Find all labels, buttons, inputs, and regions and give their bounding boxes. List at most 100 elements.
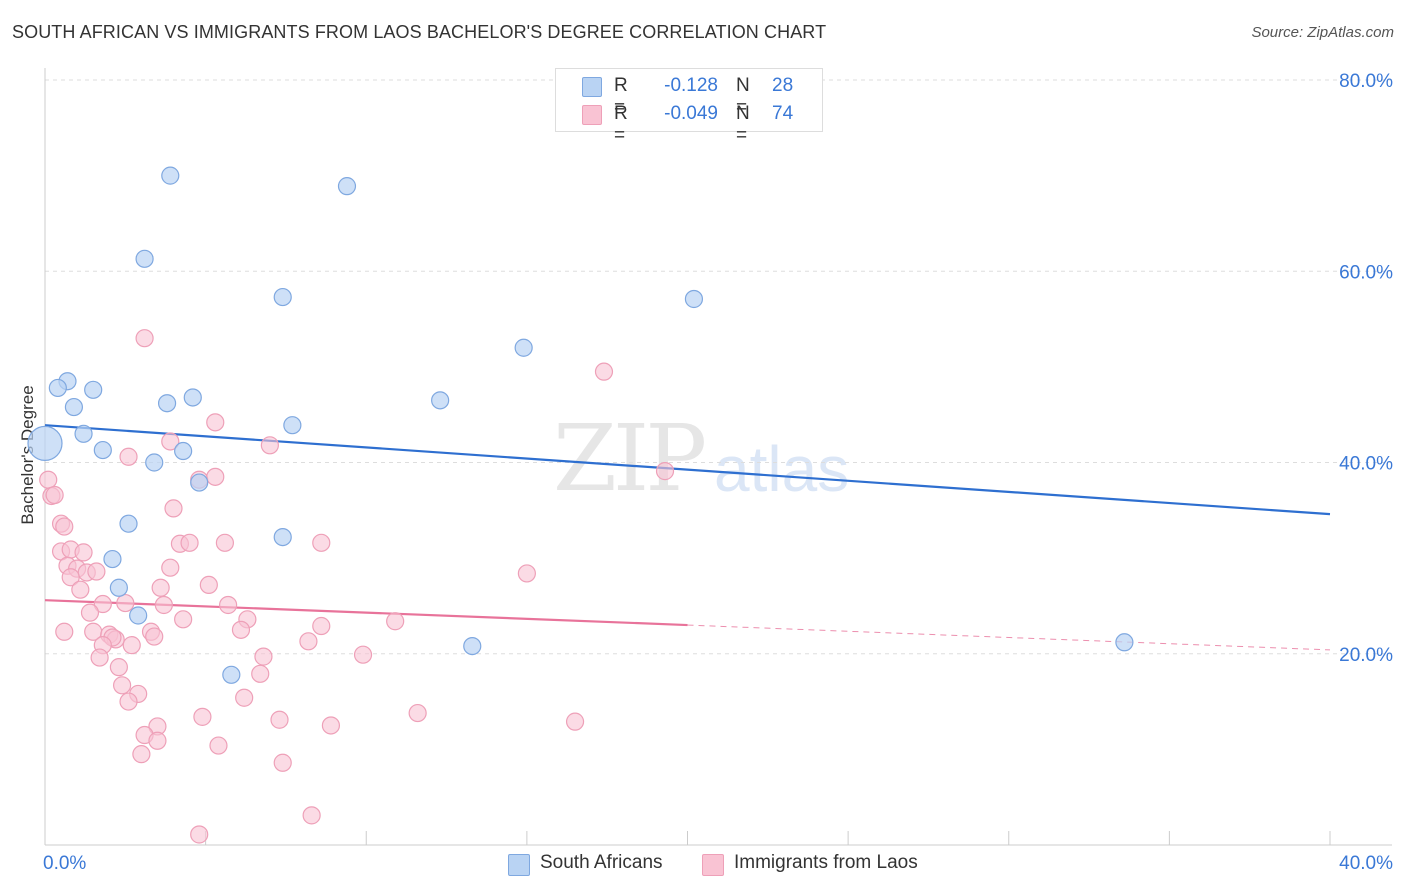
legend-label: South Africans bbox=[540, 852, 663, 873]
point-laos bbox=[251, 664, 270, 683]
stats-box: R = -0.128 N = 28 R = -0.049 N = 74 bbox=[555, 68, 823, 146]
point-laos bbox=[55, 517, 74, 536]
n-value: 74 bbox=[772, 103, 794, 124]
x-tick-label: 0.0% bbox=[43, 853, 86, 874]
point-laos bbox=[517, 564, 536, 583]
point-laos bbox=[299, 632, 318, 651]
point-laos bbox=[174, 610, 193, 629]
data-points bbox=[27, 166, 1134, 844]
point-laos bbox=[312, 616, 331, 636]
point-laos bbox=[61, 568, 80, 587]
point-laos bbox=[353, 645, 373, 664]
point-laos bbox=[93, 594, 112, 614]
point-laos bbox=[219, 595, 238, 615]
point-laos bbox=[154, 595, 173, 615]
point-laos bbox=[45, 485, 64, 505]
point-south-africans bbox=[190, 473, 209, 492]
point-laos bbox=[180, 533, 199, 552]
blue-swatch bbox=[582, 77, 602, 97]
point-laos bbox=[190, 825, 209, 844]
point-laos bbox=[199, 575, 218, 595]
point-south-africans bbox=[157, 394, 177, 413]
point-laos bbox=[71, 580, 90, 599]
source-label: Source: ZipAtlas.com bbox=[1251, 24, 1394, 41]
point-south-africans bbox=[103, 549, 122, 569]
point-laos bbox=[231, 620, 251, 639]
tick-labels: 20.0% 40.0% 60.0% 80.0% 0.0% 40.0% bbox=[43, 71, 1393, 874]
point-laos bbox=[206, 413, 225, 432]
watermark-zip: ZIP bbox=[553, 405, 707, 512]
point-laos bbox=[112, 676, 132, 695]
point-laos bbox=[74, 543, 93, 562]
point-laos bbox=[119, 447, 138, 466]
point-south-africans bbox=[161, 166, 180, 185]
point-south-africans bbox=[64, 397, 84, 417]
point-laos bbox=[302, 806, 321, 825]
point-south-africans bbox=[109, 578, 128, 597]
point-laos bbox=[116, 593, 135, 613]
y-tick-label: 80.0% bbox=[1339, 71, 1393, 92]
point-laos bbox=[254, 647, 273, 666]
point-south-africans bbox=[273, 527, 292, 547]
r-value: -0.128 bbox=[664, 75, 718, 96]
point-south-africans bbox=[337, 177, 357, 196]
point-laos bbox=[386, 612, 405, 631]
point-south-africans bbox=[84, 380, 103, 399]
point-laos bbox=[312, 533, 331, 552]
y-tick-label: 20.0% bbox=[1339, 645, 1393, 666]
x-tick-label: 40.0% bbox=[1339, 853, 1393, 874]
point-laos bbox=[80, 603, 100, 622]
point-laos bbox=[260, 436, 279, 455]
trend-line-south-africans bbox=[44, 424, 1331, 516]
trend-line-laos bbox=[44, 599, 688, 627]
point-laos bbox=[209, 736, 228, 755]
n-label: N = bbox=[736, 103, 750, 146]
trend-lines bbox=[44, 424, 1331, 651]
point-laos bbox=[206, 467, 225, 486]
trend-line-laos-extension bbox=[687, 624, 1331, 651]
point-south-africans bbox=[684, 289, 704, 309]
point-laos bbox=[273, 753, 292, 772]
point-laos bbox=[408, 703, 427, 723]
point-laos bbox=[235, 688, 254, 707]
point-south-africans bbox=[183, 388, 202, 407]
point-south-africans bbox=[145, 453, 164, 472]
point-laos bbox=[193, 707, 212, 726]
point-south-africans bbox=[74, 424, 93, 443]
r-value: -0.049 bbox=[664, 103, 718, 124]
point-laos bbox=[151, 578, 170, 597]
point-south-africans bbox=[514, 338, 533, 357]
point-laos bbox=[135, 329, 154, 348]
n-label: N = bbox=[736, 75, 750, 118]
point-laos bbox=[145, 627, 164, 646]
point-laos bbox=[109, 658, 128, 677]
point-south-africans bbox=[273, 287, 292, 307]
point-south-africans bbox=[463, 636, 482, 656]
y-tick-label: 40.0% bbox=[1339, 454, 1393, 475]
legend-label: Immigrants from Laos bbox=[734, 852, 918, 873]
point-laos bbox=[122, 636, 141, 655]
chart-title: SOUTH AFRICAN VS IMMIGRANTS FROM LAOS BA… bbox=[12, 22, 827, 42]
point-laos bbox=[215, 533, 234, 552]
gridlines bbox=[45, 79, 1392, 655]
point-south-africans bbox=[431, 391, 450, 410]
point-laos bbox=[87, 562, 106, 581]
point-laos bbox=[161, 558, 180, 577]
blue-swatch bbox=[508, 854, 530, 876]
pink-swatch bbox=[582, 105, 602, 125]
point-south-africans bbox=[222, 665, 241, 684]
y-tick-label: 60.0% bbox=[1339, 262, 1393, 283]
point-laos bbox=[270, 710, 289, 729]
point-south-africans bbox=[27, 425, 63, 461]
r-label: R = bbox=[614, 103, 628, 146]
point-laos bbox=[655, 462, 675, 481]
point-laos bbox=[132, 745, 151, 764]
point-laos bbox=[164, 499, 183, 518]
point-south-africans bbox=[48, 378, 67, 398]
point-laos bbox=[594, 362, 614, 381]
point-south-africans bbox=[174, 441, 193, 461]
point-laos bbox=[565, 712, 585, 731]
point-south-africans bbox=[93, 440, 112, 460]
point-south-africans bbox=[283, 416, 302, 435]
